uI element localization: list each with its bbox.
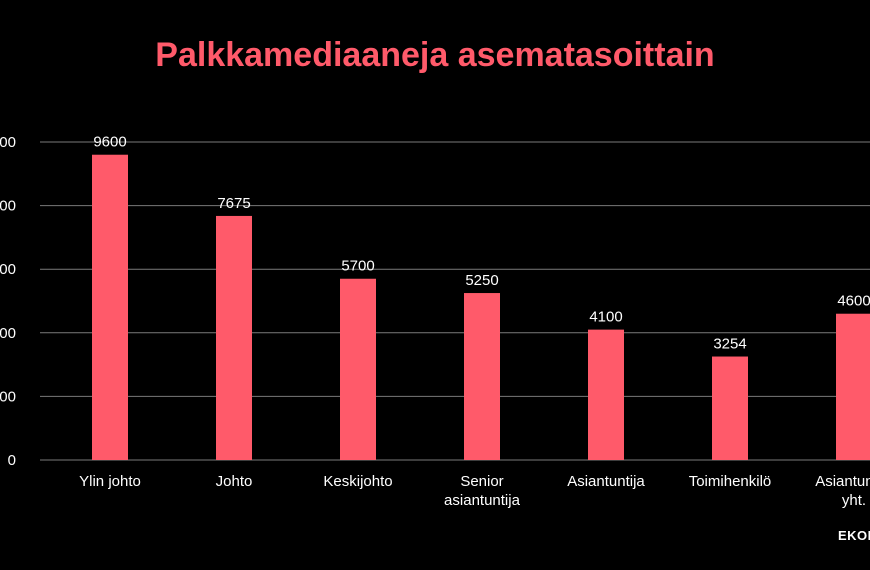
data-label: 4600 [837,293,870,310]
category-label: Ylin johto [79,473,141,490]
y-tick-label: 000 [0,261,16,278]
data-label: 7675 [217,195,250,212]
bar [92,154,128,460]
brand-logo-text: EKON [838,528,870,543]
category-label: Johto [216,473,253,490]
category-label: asiantuntija [444,492,521,509]
y-tick-label: 000 [0,325,16,342]
data-label: 4100 [589,309,622,326]
data-label: 5700 [341,258,374,275]
y-tick-label: 000 [0,198,16,215]
category-label: Senior [460,473,503,490]
category-label: Asiantuntija [567,473,645,490]
bar [340,278,376,460]
y-tick-label: 000 [0,134,16,151]
bar [464,293,500,460]
data-label: 3254 [713,336,746,353]
y-tick-label: 0 [8,452,16,469]
bar [712,356,748,460]
bar [836,313,870,460]
data-label: 9600 [93,134,126,151]
category-label: Keskijohto [323,473,392,490]
category-label: Toimihenkilö [689,473,772,490]
chart-title: Palkkamediaaneja asematasoittain [155,36,715,74]
y-tick-label: 000 [0,388,16,405]
category-label: Asiantuntija [815,473,870,490]
bar [216,215,252,460]
category-label: yht. [842,492,866,509]
bar [588,329,624,460]
data-label: 5250 [465,272,498,289]
